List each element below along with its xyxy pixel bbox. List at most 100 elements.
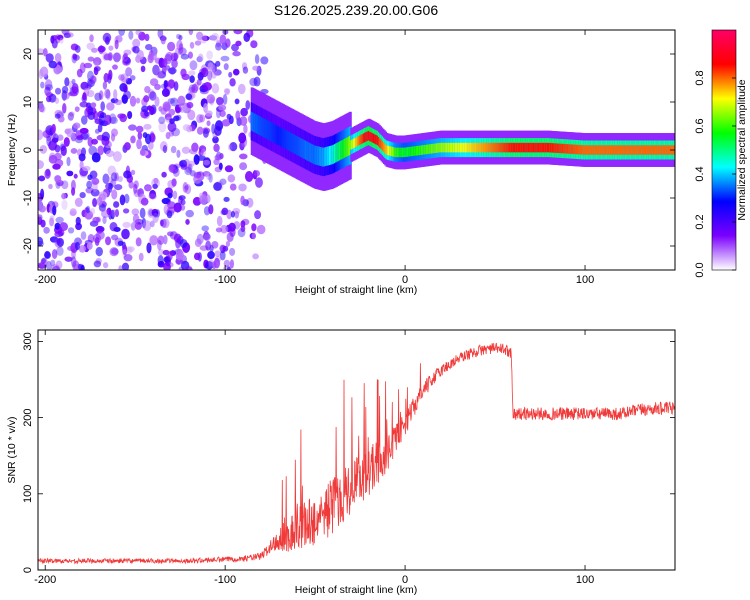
spectrogram-noise-cell: [77, 69, 83, 78]
colorbar-label: Normalized spectral amplitude: [736, 79, 748, 220]
spectrogram-noise-cell: [250, 40, 257, 48]
spectrogram-noise-cell: [71, 187, 75, 196]
snr-series: [38, 343, 675, 563]
spectrogram-noise-cell: [243, 66, 248, 73]
spectrogram-noise-cell: [252, 233, 256, 240]
spectrogram-noise-cell: [123, 85, 128, 92]
spectrogram-noise-cell: [183, 182, 188, 193]
spectrogram-noise-cell: [113, 89, 117, 100]
spectrogram-noise-cell: [72, 83, 79, 94]
spectrogram-noise-cell: [189, 75, 195, 83]
spectrogram-noise-cell: [139, 253, 144, 261]
spectrogram-noise-cell: [82, 92, 86, 100]
spectrogram-noise-cell: [188, 70, 195, 75]
colorbar-tick-label: 0.6: [694, 118, 706, 133]
spectrogram-noise-cell: [94, 61, 99, 66]
spectrogram-noise-cell: [260, 56, 268, 64]
chart-title: S126.2025.239.20.00.G06: [274, 2, 438, 18]
spectrogram-noise-cell: [135, 30, 141, 35]
spectrogram-x-axis-label: Height of straight line (km): [295, 284, 418, 296]
spectrogram-noise-cell: [208, 173, 212, 183]
spectrogram-noise-cell: [52, 205, 56, 215]
colorbar-tick-label: 0.8: [694, 70, 706, 85]
spectrogram-noise-cell: [201, 149, 206, 157]
spectrogram-noise-cell: [220, 34, 227, 44]
spectrogram-noise-cell: [155, 96, 160, 106]
snr-y-tick-label: 300: [22, 332, 34, 350]
spectrogram-noise-cell: [233, 221, 240, 230]
spectrogram-noise-cell: [186, 125, 192, 132]
spectrogram-noise-cell: [201, 225, 209, 231]
spectrogram-noise-cell: [153, 211, 158, 217]
spectrogram-noise-cell: [105, 36, 110, 45]
spectrogram-noise-cell: [187, 110, 195, 120]
snr-panel: -200 -100 0 100 0100200300 Height of straig…: [6, 330, 675, 596]
spectrogram-noise-cell: [55, 145, 61, 153]
spectrogram-noise-cell: [55, 88, 61, 95]
spectrogram-noise-cell: [124, 194, 129, 204]
spectrogram-noise-cell: [78, 264, 84, 270]
spectrogram-noise-cell: [232, 51, 241, 56]
spectrogram-noise-cell: [112, 64, 118, 69]
snr-y-tick-label: 200: [22, 408, 34, 426]
spectrogram-noise-cell: [130, 75, 136, 80]
spectrogram-noise-cell: [230, 184, 237, 191]
spectrogram-noise-cell: [215, 42, 222, 50]
spectrogram-noise-cell: [212, 83, 220, 93]
spectrogram-noise-cell: [178, 196, 183, 205]
spectrogram-noise-cell: [118, 265, 122, 273]
spectrogram-noise-cell: [55, 53, 62, 62]
spectrogram-noise-cell: [76, 135, 83, 140]
spectrogram-noise-cell: [185, 266, 192, 272]
spectrogram-noise-cell: [196, 114, 203, 123]
spectrogram-noise-cell: [144, 86, 151, 93]
spectrogram-noise-cell: [86, 106, 90, 112]
spectrogram-noise-cell: [229, 248, 235, 256]
snr-x-axis-label: Height of straight line (km): [295, 584, 418, 596]
spectrogram-noise-cell: [127, 111, 132, 119]
spectrogram-noise-cell: [108, 70, 112, 81]
spectrogram-noise-cell: [73, 54, 80, 60]
spectrogram-noise-cell: [149, 193, 157, 199]
spectrogram-noise-cell: [206, 120, 210, 126]
spectrogram-noise-cell: [239, 116, 247, 126]
spectrogram-noise-cell: [251, 223, 256, 231]
spectrogram-noise-cell: [162, 88, 170, 97]
spectrogram-noise-cell: [128, 246, 135, 252]
spectrogram-noise-cell: [59, 222, 68, 231]
spectrogram-noise-cell: [136, 98, 140, 104]
spectrogram-noise-cell: [215, 250, 221, 257]
spectrogram-noise-cell: [228, 144, 232, 151]
snr-plot-frame: [38, 330, 675, 570]
spectrogram-noise-cell: [87, 174, 92, 180]
spectrogram-noise-cell: [76, 217, 81, 225]
spectrogram-noise-cell: [56, 246, 63, 255]
spectrogram-noise-cell: [74, 174, 78, 179]
spectrogram-noise-cell: [109, 247, 118, 256]
spectrogram-noise-cell: [243, 33, 250, 42]
spectrogram-noise-cell: [163, 145, 167, 153]
spectrogram-noise-cell: [140, 208, 146, 219]
spectrogram-noise-cell: [203, 160, 210, 166]
spectrogram-noise-cell: [94, 93, 101, 101]
spectrogram-noise-cell: [162, 218, 169, 228]
spectrogram-noise-cell: [199, 194, 208, 204]
spectrogram-noise-cell: [168, 122, 177, 132]
spectrogram-noise-cell: [216, 97, 224, 105]
spectrogram-noise-cell: [109, 113, 117, 123]
spectrogram-noise-cell: [110, 222, 118, 231]
spectrogram-noise-cell: [46, 53, 54, 62]
spectrogram-noise-cell: [152, 184, 158, 190]
spectrogram-noise-cell: [66, 32, 74, 37]
spectrogram-noise-cell: [40, 67, 48, 78]
spectrogram-noise-cell: [162, 101, 170, 111]
spectrogram-noise-cell: [194, 253, 200, 260]
spectrogram-noise-cell: [144, 111, 150, 116]
spectrogram-noise-cell: [71, 249, 76, 259]
snr-y-tick-label: 100: [22, 485, 34, 503]
spectrogram-noise-cell: [75, 45, 81, 53]
spectrogram-noise-cell: [97, 145, 104, 155]
spectrogram-noise-cell: [230, 259, 234, 268]
spectrogram-noise-cell: [167, 180, 175, 188]
spectrogram-noise-cell: [217, 216, 223, 227]
